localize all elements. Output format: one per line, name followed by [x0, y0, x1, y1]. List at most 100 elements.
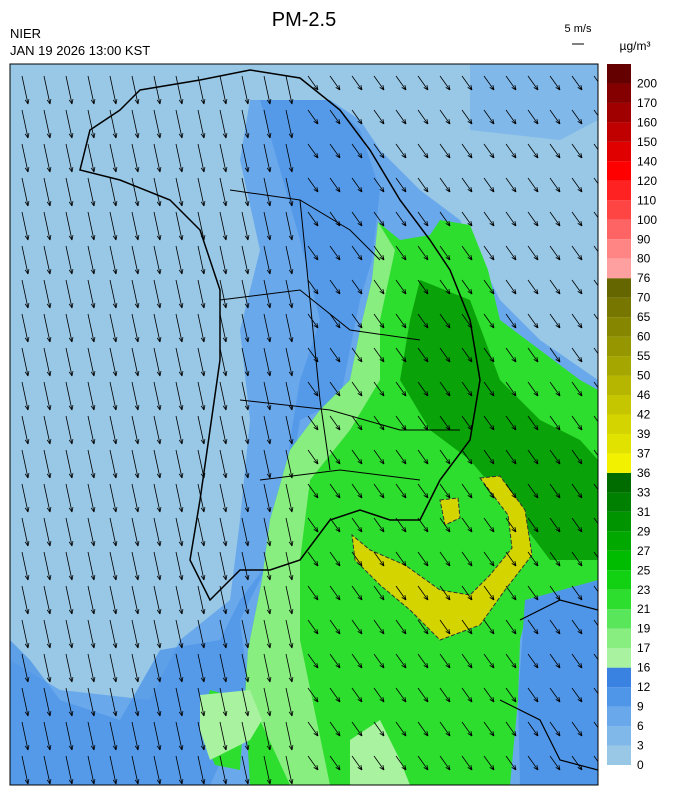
colorbar-label: 100	[637, 213, 657, 227]
wind-arrow	[373, 75, 385, 91]
wind-arrow	[241, 245, 250, 275]
colorbar-swatch	[607, 64, 631, 84]
wind-arrow	[395, 245, 407, 261]
wind-arrow	[439, 449, 451, 465]
wind-arrow	[285, 653, 294, 683]
wind-arrow	[241, 279, 250, 309]
wind-arrow	[461, 687, 473, 703]
dark-blue-region	[10, 100, 380, 785]
wind-arrow	[549, 313, 561, 329]
colorbar-swatch	[607, 336, 631, 357]
wind-arrow	[439, 211, 451, 227]
wind-arrow	[109, 109, 118, 139]
wind-arrow	[263, 483, 272, 513]
wind-arrow	[571, 483, 583, 499]
wind-arrow	[395, 75, 407, 91]
wind-arrow	[153, 245, 162, 275]
wind-arrow	[43, 721, 52, 751]
wind-arrow	[109, 381, 118, 411]
wind-arrow	[263, 449, 272, 479]
wind-arrow	[109, 755, 118, 785]
wind-arrow	[241, 449, 250, 479]
wind-arrow	[549, 279, 561, 295]
wind-arrow	[351, 687, 363, 703]
wind-arrow	[439, 551, 451, 567]
wind-arrow	[593, 75, 598, 83]
wind-arrow	[65, 313, 74, 343]
wind-arrow	[417, 177, 429, 193]
colorbar-label: 39	[637, 427, 651, 441]
wind-arrow	[505, 415, 517, 431]
wind-arrow	[527, 347, 539, 363]
wind-arrow	[43, 279, 52, 309]
wind-arrow	[439, 109, 451, 125]
wind-arrow	[153, 517, 162, 547]
colorbar-swatch	[607, 687, 631, 707]
wind-arrow	[549, 755, 561, 771]
colorbar-swatch	[607, 706, 631, 727]
wind-arrow	[549, 721, 561, 737]
wind-arrow	[395, 755, 407, 771]
wind-arrow	[241, 347, 250, 377]
wind-arrow	[417, 313, 429, 329]
wind-arrow	[593, 415, 598, 423]
wind-arrow	[131, 143, 140, 173]
wind-arrow	[285, 415, 294, 445]
colorbar-swatch	[607, 726, 631, 746]
wind-arrow	[43, 755, 52, 785]
wind-arrow	[571, 109, 583, 125]
wind-arrow	[461, 517, 473, 533]
colorbar-swatch	[607, 356, 631, 376]
colorbar-label: 9	[637, 700, 644, 714]
colorbar: 0369121617192123252729313336373942465055…	[607, 64, 657, 772]
wind-arrow	[197, 585, 206, 615]
wind-arrow	[417, 347, 429, 363]
yellow-crescent	[351, 475, 533, 641]
wind-arrow	[329, 585, 341, 601]
wind-arrow	[461, 381, 473, 397]
wind-arrow	[571, 211, 583, 227]
wind-arrow	[593, 313, 598, 321]
wind-arrow	[197, 721, 206, 751]
wind-arrow	[285, 75, 294, 105]
colorbar-label: 140	[637, 154, 657, 168]
wind-arrow	[373, 653, 385, 669]
wind-arrow	[153, 721, 162, 751]
wind-arrow	[329, 143, 341, 159]
colorbar-label: 17	[637, 641, 651, 655]
wind-arrow	[175, 551, 184, 581]
wind-arrow	[549, 347, 561, 363]
colorbar-swatch	[607, 531, 631, 551]
colorbar-label: 170	[637, 96, 657, 110]
wind-arrow	[21, 245, 30, 275]
wind-arrow	[417, 109, 429, 125]
wind-arrow	[395, 109, 407, 125]
colorbar-label: 19	[637, 622, 651, 636]
wind-arrow	[549, 109, 561, 125]
wind-arrow	[439, 517, 451, 533]
wind-arrow	[351, 245, 363, 261]
wind-arrow	[109, 721, 118, 751]
province-borders	[219, 189, 460, 481]
wind-arrow	[549, 381, 561, 397]
wind-arrow	[241, 551, 250, 581]
wind-arrow	[307, 211, 319, 227]
wind-arrow	[527, 483, 539, 499]
colorbar-label: 33	[637, 485, 651, 499]
wind-arrow	[593, 143, 598, 151]
wind-arrow	[43, 347, 52, 377]
wind-arrow	[395, 313, 407, 329]
wind-arrow	[373, 143, 385, 159]
wind-arrow	[417, 619, 429, 635]
wind-arrow	[307, 109, 319, 125]
wind-arrow	[109, 347, 118, 377]
wind-arrow	[263, 381, 272, 411]
wind-arrow	[153, 687, 162, 717]
datetime: JAN 19 2026 13:00 KST	[10, 43, 150, 58]
wind-arrow	[505, 653, 517, 669]
wind-arrow	[65, 109, 74, 139]
wind-arrow	[329, 347, 341, 363]
wind-arrow	[307, 177, 319, 193]
wind-arrow	[87, 755, 96, 785]
